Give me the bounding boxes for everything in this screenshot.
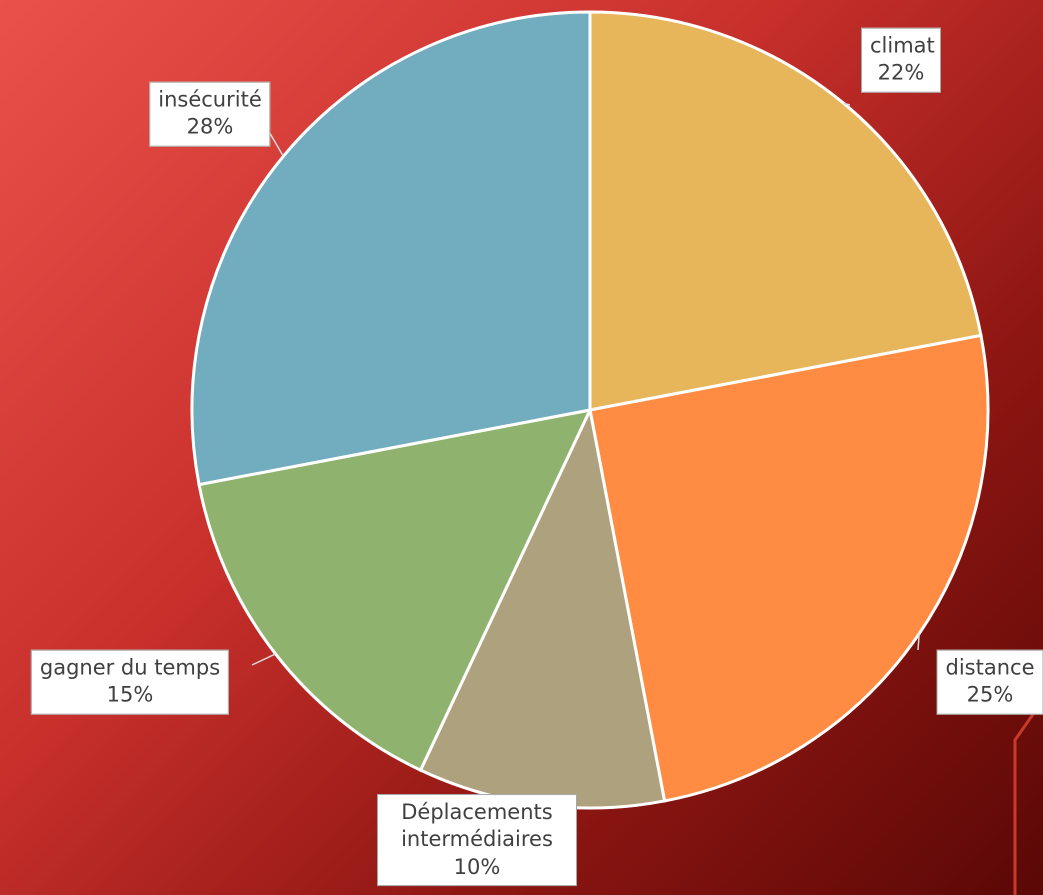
category-label: Déplacements intermédiaires xyxy=(401,800,553,852)
leader-line xyxy=(843,102,851,106)
pie-slice xyxy=(588,333,990,803)
leader-line xyxy=(251,653,276,666)
category-label: climat xyxy=(870,33,935,58)
pie-slice xyxy=(588,10,983,412)
value-label: 25% xyxy=(966,683,1014,707)
value-label: 10% xyxy=(453,854,501,879)
leader-line xyxy=(917,633,920,651)
data-label: climat 22% xyxy=(861,27,941,93)
category-label: insécurité xyxy=(158,87,262,112)
data-label: distance 25% xyxy=(936,649,1043,715)
value-label: 28% xyxy=(186,115,234,139)
category-label: gagner du temps xyxy=(39,655,221,680)
pie-slice xyxy=(190,10,592,487)
pie-slice xyxy=(197,407,593,773)
data-label: gagner du temps 15% xyxy=(30,649,230,715)
decoration xyxy=(1013,699,1043,895)
category-label: distance xyxy=(945,655,1035,680)
data-label: Déplacements intermédiaires 10% xyxy=(377,794,577,886)
value-label: 22% xyxy=(877,61,925,85)
value-label: 15% xyxy=(106,683,154,707)
data-label: insécurité 28% xyxy=(149,81,271,147)
